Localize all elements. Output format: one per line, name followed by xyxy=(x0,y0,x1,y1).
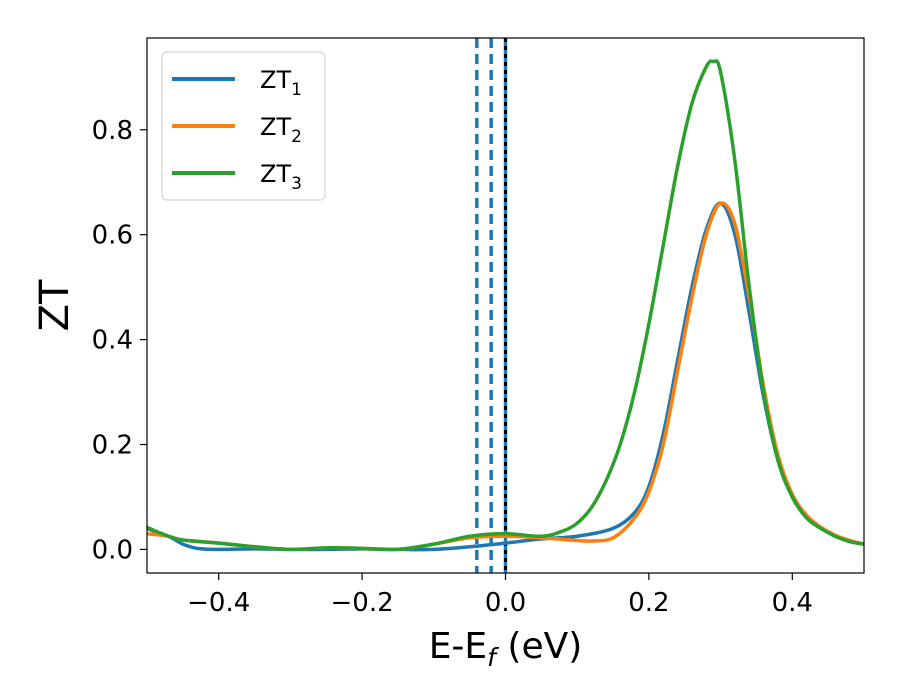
y-tick-label: 0.4 xyxy=(92,326,133,356)
x-tick-label: 0.0 xyxy=(485,588,526,618)
series-line-zt3 xyxy=(147,59,864,552)
y-axis-title: ZT xyxy=(32,279,78,331)
y-tick-label: 0.6 xyxy=(92,221,133,251)
legend-label-zt1: ZT1 xyxy=(260,66,302,100)
y-tick-label: 0.8 xyxy=(92,116,133,146)
x-tick-label: −0.2 xyxy=(331,588,394,618)
legend-label-zt3: ZT3 xyxy=(260,160,302,194)
legend-label-zt2: ZT2 xyxy=(260,113,302,147)
y-tick-label: 0.0 xyxy=(92,535,133,565)
y-tick-label: 0.2 xyxy=(92,430,133,460)
x-tick-label: 0.4 xyxy=(772,588,813,618)
x-tick-label: 0.2 xyxy=(628,588,669,618)
x-axis-title: E-Ef (eV) xyxy=(429,626,583,672)
x-tick-label: −0.4 xyxy=(187,588,250,618)
legend-box xyxy=(161,51,326,201)
